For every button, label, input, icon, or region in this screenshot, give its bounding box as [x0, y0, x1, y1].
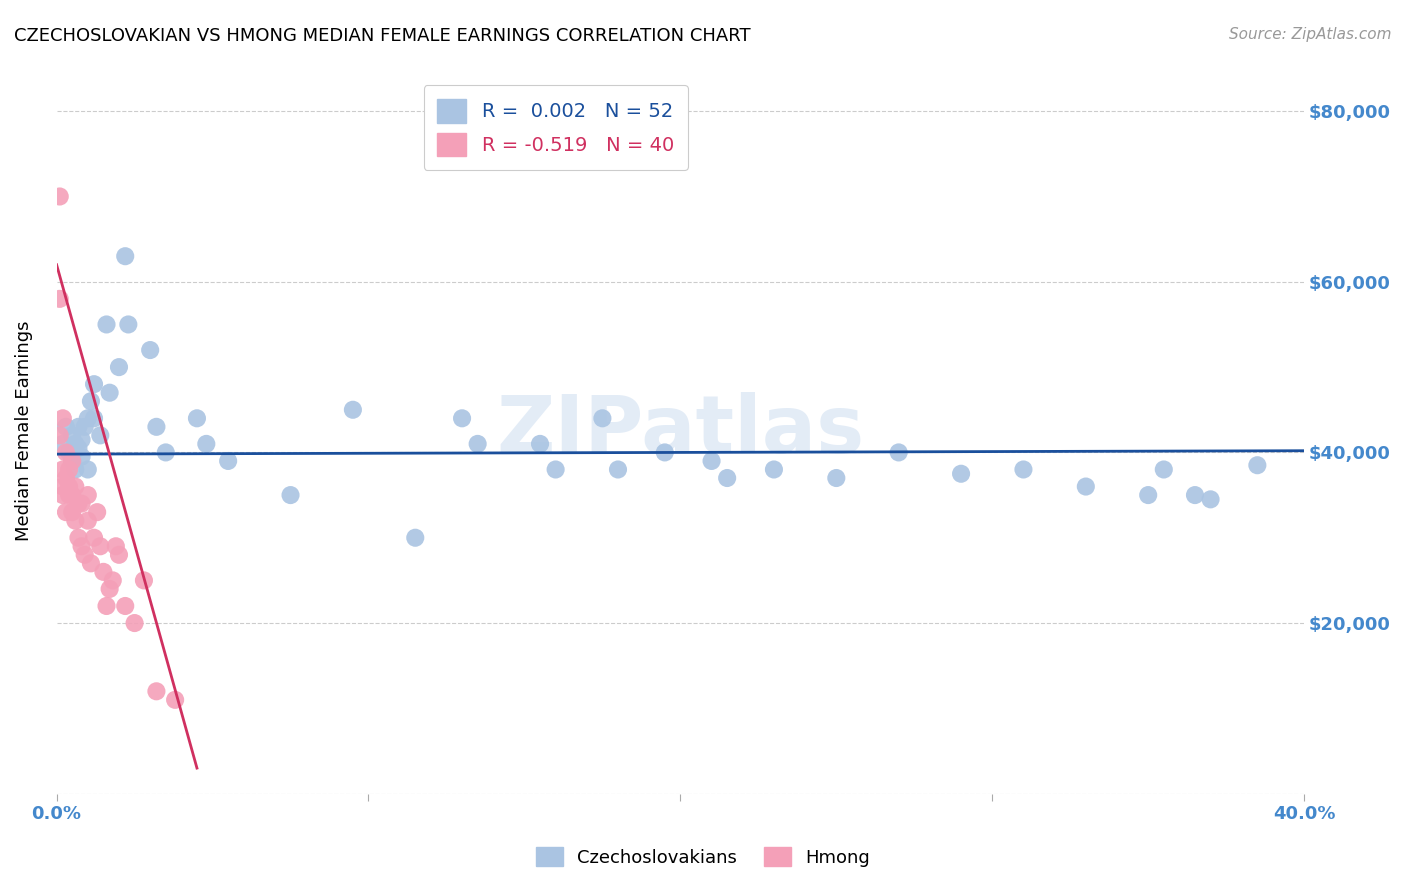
- Hmong: [58, 462, 80, 476]
- Text: Source: ZipAtlas.com: Source: ZipAtlas.com: [1229, 27, 1392, 42]
- Hmong: [55, 505, 77, 519]
- Czechoslovakians: [1184, 488, 1206, 502]
- Hmong: [132, 574, 155, 588]
- Czechoslovakians: [887, 445, 910, 459]
- Czechoslovakians: [607, 462, 630, 476]
- Hmong: [93, 565, 115, 579]
- Czechoslovakians: [70, 450, 93, 464]
- Czechoslovakians: [195, 437, 218, 451]
- Czechoslovakians: [67, 420, 90, 434]
- Czechoslovakians: [451, 411, 474, 425]
- Hmong: [60, 488, 83, 502]
- Czechoslovakians: [1137, 488, 1160, 502]
- Czechoslovakians: [762, 462, 785, 476]
- Text: CZECHOSLOVAKIAN VS HMONG MEDIAN FEMALE EARNINGS CORRELATION CHART: CZECHOSLOVAKIAN VS HMONG MEDIAN FEMALE E…: [14, 27, 751, 45]
- Hmong: [101, 574, 124, 588]
- Hmong: [48, 292, 70, 306]
- Czechoslovakians: [1199, 492, 1222, 507]
- Hmong: [70, 497, 93, 511]
- Czechoslovakians: [60, 454, 83, 468]
- Czechoslovakians: [186, 411, 208, 425]
- Czechoslovakians: [1153, 462, 1175, 476]
- Legend: R =  0.002   N = 52, R = -0.519   N = 40: R = 0.002 N = 52, R = -0.519 N = 40: [423, 86, 688, 169]
- Czechoslovakians: [342, 402, 364, 417]
- Czechoslovakians: [825, 471, 848, 485]
- Hmong: [67, 497, 90, 511]
- Hmong: [60, 454, 83, 468]
- Czechoslovakians: [65, 437, 87, 451]
- Czechoslovakians: [467, 437, 489, 451]
- Czechoslovakians: [58, 445, 80, 459]
- Text: ZIPatlas: ZIPatlas: [496, 392, 865, 470]
- Czechoslovakians: [83, 377, 105, 392]
- Czechoslovakians: [73, 420, 96, 434]
- Hmong: [52, 462, 75, 476]
- Czechoslovakians: [76, 411, 98, 425]
- Hmong: [76, 488, 98, 502]
- Hmong: [145, 684, 167, 698]
- Czechoslovakians: [591, 411, 613, 425]
- Czechoslovakians: [80, 394, 103, 409]
- Hmong: [48, 189, 70, 203]
- Czechoslovakians: [1012, 462, 1035, 476]
- Hmong: [52, 479, 75, 493]
- Czechoslovakians: [217, 454, 239, 468]
- Czechoslovakians: [654, 445, 676, 459]
- Hmong: [108, 548, 131, 562]
- Hmong: [52, 411, 75, 425]
- Y-axis label: Median Female Earnings: Median Female Earnings: [15, 321, 32, 541]
- Hmong: [83, 531, 105, 545]
- Czechoslovakians: [98, 385, 121, 400]
- Czechoslovakians: [89, 428, 111, 442]
- Czechoslovakians: [544, 462, 567, 476]
- Hmong: [96, 599, 118, 613]
- Hmong: [80, 557, 103, 571]
- Hmong: [58, 488, 80, 502]
- Czechoslovakians: [950, 467, 973, 481]
- Legend: Czechoslovakians, Hmong: Czechoslovakians, Hmong: [529, 840, 877, 874]
- Hmong: [65, 479, 87, 493]
- Hmong: [70, 539, 93, 553]
- Hmong: [55, 471, 77, 485]
- Hmong: [124, 615, 146, 630]
- Czechoslovakians: [117, 318, 139, 332]
- Czechoslovakians: [65, 462, 87, 476]
- Czechoslovakians: [1246, 458, 1268, 473]
- Czechoslovakians: [716, 471, 738, 485]
- Czechoslovakians: [67, 441, 90, 455]
- Hmong: [48, 428, 70, 442]
- Hmong: [76, 514, 98, 528]
- Hmong: [58, 479, 80, 493]
- Czechoslovakians: [83, 411, 105, 425]
- Hmong: [86, 505, 108, 519]
- Czechoslovakians: [145, 420, 167, 434]
- Hmong: [114, 599, 136, 613]
- Czechoslovakians: [1074, 479, 1097, 493]
- Czechoslovakians: [52, 437, 75, 451]
- Czechoslovakians: [114, 249, 136, 263]
- Czechoslovakians: [96, 318, 118, 332]
- Czechoslovakians: [108, 360, 131, 375]
- Czechoslovakians: [139, 343, 162, 357]
- Czechoslovakians: [60, 428, 83, 442]
- Czechoslovakians: [55, 420, 77, 434]
- Hmong: [52, 488, 75, 502]
- Hmong: [55, 445, 77, 459]
- Czechoslovakians: [76, 462, 98, 476]
- Hmong: [73, 548, 96, 562]
- Hmong: [104, 539, 127, 553]
- Czechoslovakians: [404, 531, 426, 545]
- Hmong: [89, 539, 111, 553]
- Czechoslovakians: [529, 437, 551, 451]
- Czechoslovakians: [70, 433, 93, 447]
- Hmong: [67, 531, 90, 545]
- Hmong: [98, 582, 121, 596]
- Hmong: [65, 514, 87, 528]
- Hmong: [165, 693, 187, 707]
- Hmong: [60, 505, 83, 519]
- Czechoslovakians: [280, 488, 302, 502]
- Czechoslovakians: [700, 454, 723, 468]
- Czechoslovakians: [155, 445, 177, 459]
